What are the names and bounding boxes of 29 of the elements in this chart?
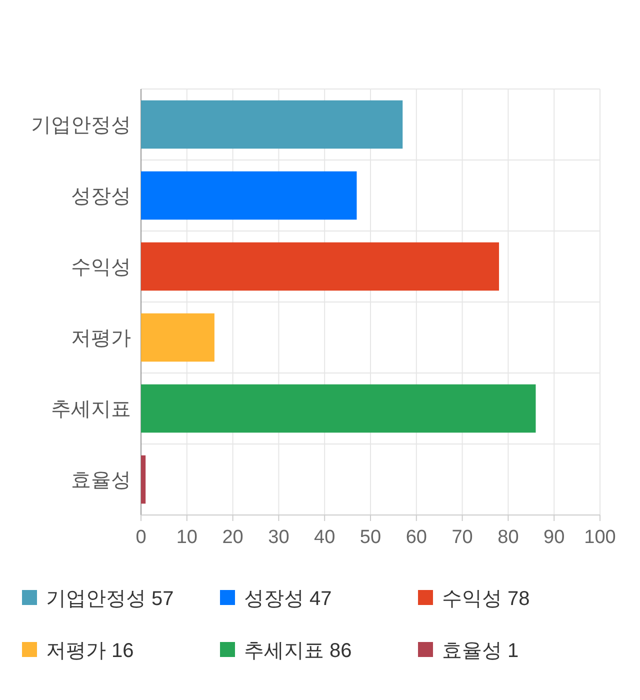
legend-label: 기업안정성 57 [46,588,174,610]
legend-label: 수익성 78 [442,588,530,610]
legend-label: 추세지표 86 [244,640,352,662]
x-tick-label: 0 [136,527,146,548]
legend-item: 수익성 78 [418,588,530,610]
legend-item: 기업안정성 57 [22,588,174,610]
legend-label: 효율성 1 [442,640,519,662]
x-tick-label: 70 [452,527,473,548]
y-tick-label: 성장성 [71,186,131,208]
legend-label: 성장성 47 [244,588,332,610]
y-tick-label: 효율성 [71,470,131,492]
x-tick-label: 50 [360,527,382,548]
x-tick-label: 10 [176,527,198,548]
x-tick-label: 60 [406,527,427,548]
x-tick-label: 90 [544,527,565,548]
y-tick-label: 추세지표 [51,398,131,420]
legend-item: 저평가 16 [22,640,134,662]
y-tick-label: 수익성 [71,256,131,278]
x-tick-label: 40 [314,527,336,548]
x-tick-label: 100 [584,527,616,548]
x-tick-label: 30 [268,527,290,548]
legend-item: 효율성 1 [418,640,519,662]
y-tick-label: 기업안정성 [31,114,131,136]
x-tick-label: 20 [222,527,244,548]
y-tick-label: 저평가 [71,328,131,350]
legend-item: 추세지표 86 [220,640,352,662]
legend-label: 저평가 16 [46,640,134,662]
x-tick-label: 80 [498,527,519,548]
legend-item: 성장성 47 [220,588,332,610]
